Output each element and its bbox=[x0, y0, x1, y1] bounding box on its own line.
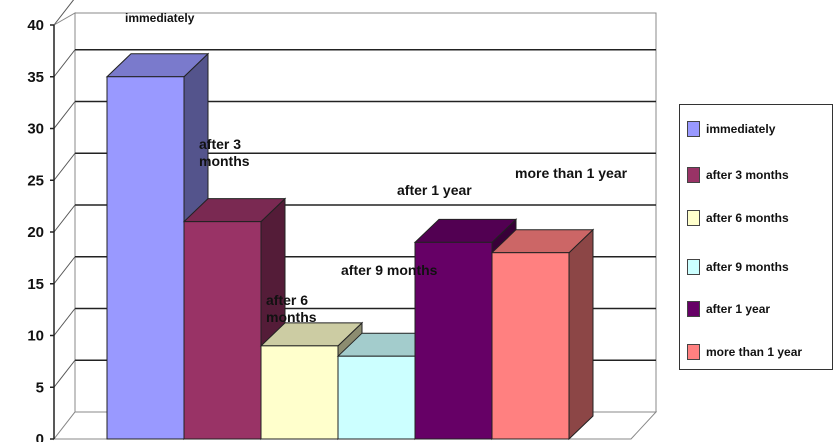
y-tick-label: 25 bbox=[27, 172, 44, 189]
bar-side bbox=[568, 228, 594, 441]
gridline-side bbox=[53, 0, 75, 26]
y-tick-label: 20 bbox=[27, 224, 44, 241]
legend-item-after-1-year: after 1 year bbox=[687, 301, 770, 317]
gridline-side bbox=[53, 204, 76, 233]
chart-side-wall bbox=[53, 12, 76, 441]
legend-label: after 3 months bbox=[706, 168, 789, 182]
chart-bars bbox=[105, 52, 595, 441]
data-label: after 1 year bbox=[397, 182, 472, 198]
legend-swatch bbox=[687, 259, 700, 275]
data-label: after 9 months bbox=[341, 262, 438, 278]
legend-swatch bbox=[687, 301, 700, 317]
bar-front bbox=[260, 345, 339, 440]
legend-label: after 6 months bbox=[706, 211, 789, 225]
gridline-side bbox=[53, 101, 76, 129]
data-labels: immediately after 3 months after 6 months aft… bbox=[125, 11, 628, 325]
legend-label: after 1 year bbox=[706, 302, 771, 316]
data-label: more than 1 year bbox=[515, 165, 628, 181]
legend-label: after 9 months bbox=[706, 260, 789, 274]
bar-front bbox=[491, 252, 570, 440]
y-tick-label: 40 bbox=[27, 17, 44, 34]
bar-front bbox=[183, 221, 262, 440]
y-tick-label: 5 bbox=[36, 379, 44, 396]
gridline-side bbox=[53, 152, 76, 181]
gridline-side bbox=[53, 49, 76, 78]
y-axis: 0 5 10 15 20 25 30 35 40 bbox=[27, 17, 55, 442]
legend-swatch bbox=[687, 210, 700, 226]
legend-swatch bbox=[687, 344, 700, 360]
data-label: after 3 months bbox=[199, 136, 250, 169]
legend-item-after-9-months: after 9 months bbox=[687, 259, 789, 275]
legend-swatch bbox=[687, 167, 700, 183]
bar-front bbox=[337, 355, 416, 440]
legend-label: more than 1 year bbox=[706, 345, 803, 359]
bar-front bbox=[414, 241, 493, 440]
y-tick-label: 10 bbox=[27, 328, 44, 345]
chart-legend: immediately after 3 months after 6 month… bbox=[679, 104, 833, 370]
gridline-side bbox=[53, 359, 76, 388]
legend-item-after-6-months: after 6 months bbox=[687, 210, 789, 226]
legend-item-after-3-months: after 3 months bbox=[687, 167, 789, 183]
data-label: after 6 months bbox=[266, 292, 317, 325]
y-tick-label: 30 bbox=[27, 121, 44, 138]
y-tick-label: 0 bbox=[36, 431, 44, 442]
gridline-side bbox=[53, 256, 76, 285]
y-tick-label: 15 bbox=[27, 276, 44, 293]
data-label: immediately bbox=[125, 11, 195, 25]
legend-item-more-than-1-year: more than 1 year bbox=[687, 344, 802, 360]
legend-item-immediately: immediately bbox=[687, 121, 775, 137]
legend-swatch bbox=[687, 121, 700, 137]
y-tick-label: 35 bbox=[27, 69, 44, 86]
gridline-side bbox=[53, 308, 76, 336]
legend-label: immediately bbox=[706, 122, 776, 136]
bar-more-than-1-year bbox=[490, 228, 595, 441]
bar-front bbox=[106, 76, 185, 440]
